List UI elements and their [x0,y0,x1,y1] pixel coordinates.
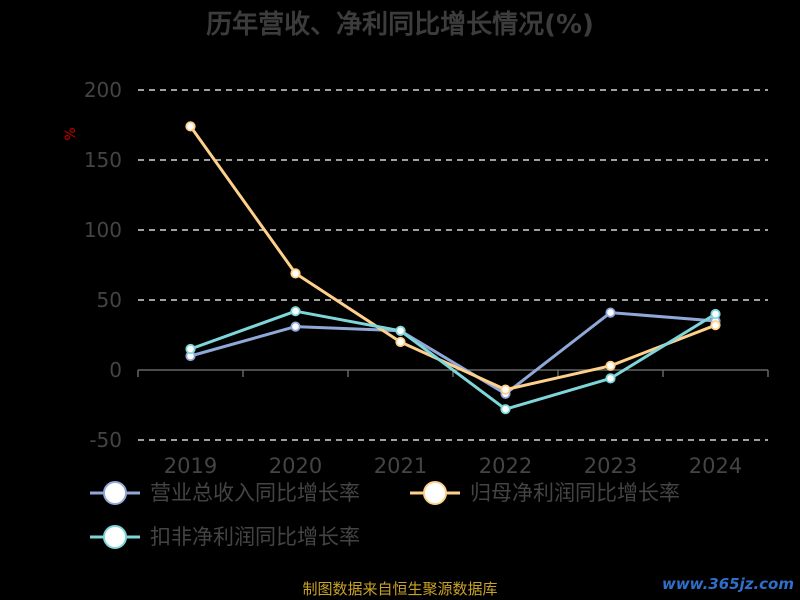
y-tick-label: 100 [84,218,122,242]
x-tick-label: 2023 [584,454,637,478]
legend-item-1[interactable]: 营业总收入同比增长率 [90,481,360,505]
series-2 [185,121,721,395]
x-tick-label: 2019 [164,454,217,478]
legend-label: 归母净利润同比增长率 [470,481,680,505]
y-tick-label: -50 [89,428,122,452]
legend-label: 营业总收入同比增长率 [150,481,360,505]
data-point[interactable] [290,321,301,332]
data-point[interactable] [290,306,301,317]
data-point[interactable] [605,360,616,371]
legend-item-3[interactable]: 扣非净利润同比增长率 [90,525,360,549]
data-point[interactable] [395,325,406,336]
x-tick-label: 2022 [479,454,532,478]
y-tick-label: 50 [97,288,122,312]
data-point[interactable] [605,307,616,318]
data-point[interactable] [185,343,196,355]
legend-label: 扣非净利润同比增长率 [150,525,360,549]
legend-swatch-marker [423,481,447,505]
data-source-caption: 制图数据来自恒生聚源数据库 [302,580,498,598]
chart-title: 历年营收、净利同比增长情况(%) [206,9,594,40]
data-point[interactable] [500,404,511,415]
data-point[interactable] [395,336,406,348]
x-tick-label: 2020 [269,454,322,478]
data-point[interactable] [500,384,511,395]
legend-swatch-marker [103,481,127,505]
data-point[interactable] [710,308,721,320]
y-tick-label: 200 [84,78,122,102]
y-axis-unit-label: % [63,127,79,140]
data-point[interactable] [290,268,301,279]
grid-lines [138,89,768,441]
data-point[interactable] [710,320,721,331]
series-3 [185,306,721,415]
y-tick-label: 150 [84,148,122,172]
data-point[interactable] [185,121,196,132]
series-line [190,311,716,396]
watermark-link[interactable]: www.365jz.com [661,575,794,593]
y-tick-label: 0 [109,358,122,382]
series-line [189,309,717,411]
data-point[interactable] [605,373,616,384]
x-tick-label: 2021 [374,454,427,478]
legend-swatch-marker [103,525,127,549]
axes: 200 150 100 50 0 -50 2019 2020 2021 2022 2023 2024 [84,78,769,478]
series-lines [185,121,721,415]
x-tick-label: 2024 [689,454,742,478]
series-line [189,125,717,392]
legend-item-2[interactable]: 归母净利润同比增长率 [410,481,680,505]
